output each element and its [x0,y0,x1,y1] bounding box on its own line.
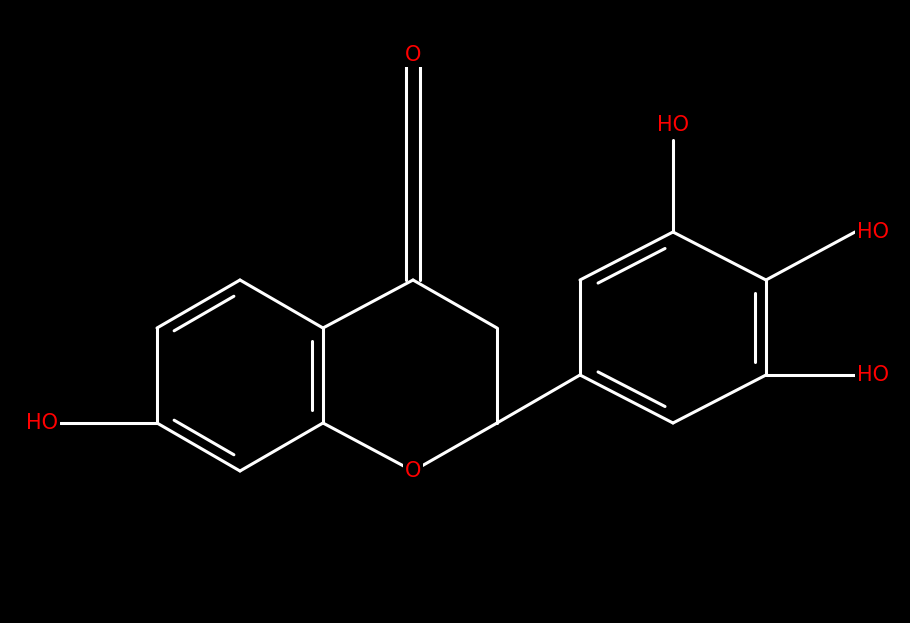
Text: HO: HO [857,222,889,242]
Text: O: O [405,461,421,481]
Text: O: O [405,45,421,65]
Text: HO: HO [26,413,58,433]
Text: HO: HO [857,365,889,385]
Text: HO: HO [657,115,689,135]
